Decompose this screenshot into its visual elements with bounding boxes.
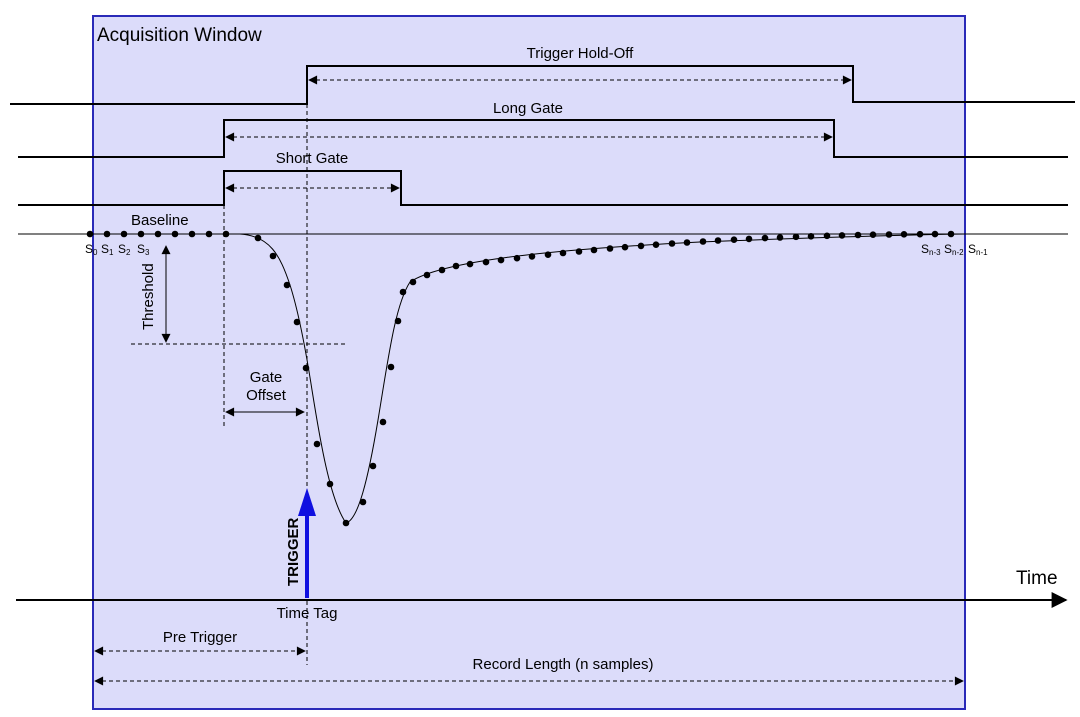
sample-dot [188, 230, 196, 238]
sample-dot [302, 364, 310, 372]
sample-dot [482, 258, 490, 266]
time-axis-label: Time [1016, 568, 1058, 589]
baseline-label: Baseline [131, 212, 189, 229]
short-gate-label: Short Gate [276, 150, 349, 167]
sample-label-s1: S1 [101, 242, 114, 257]
sample-dot [359, 498, 367, 506]
sample-dot [452, 262, 460, 270]
sample-dot [869, 231, 877, 238]
time-tag-label: Time Tag [277, 605, 338, 622]
sample-label-sn1: Sn-1 [968, 242, 988, 257]
sample-dot [559, 249, 567, 257]
sample-dot [916, 230, 924, 238]
sample-dot [423, 271, 431, 279]
sample-dot [854, 231, 862, 239]
sample-dots [86, 230, 955, 527]
sample-dot [326, 480, 334, 488]
sample-label-sn2: Sn-2 [944, 242, 964, 257]
sample-label-s0: S0 [85, 242, 98, 257]
record-length-label: Record Length (n samples) [473, 656, 654, 673]
sample-dot [807, 233, 815, 240]
sample-dot [154, 230, 162, 238]
trigger-label: TRIGGER [285, 517, 302, 586]
sample-dot [399, 288, 407, 296]
sample-dot [792, 233, 800, 241]
sample-dot [761, 234, 769, 242]
sample-dot [513, 254, 521, 262]
sample-dot [313, 440, 321, 448]
sample-dot [394, 317, 402, 325]
sample-dot [171, 230, 179, 238]
sample-dot [621, 243, 629, 251]
sample-dot [120, 230, 128, 238]
sample-dot [103, 230, 111, 238]
sample-dot [823, 232, 831, 240]
sample-dot [269, 252, 277, 260]
trigger-holdoff-signal [10, 65, 1075, 105]
sample-dot [606, 245, 614, 252]
long-gate-signal [18, 119, 1068, 158]
sample-dot [293, 318, 301, 326]
sample-dot [342, 519, 350, 527]
sample-dot [931, 230, 939, 238]
sample-dot [745, 235, 753, 243]
trigger-holdoff-label: Trigger Hold-Off [527, 45, 635, 62]
sample-dot [683, 239, 691, 246]
sample-dot [409, 278, 417, 286]
sample-dot [776, 234, 784, 241]
gate-label: Gate [250, 369, 283, 386]
sample-dot [900, 231, 908, 238]
trigger-arrow-head [298, 488, 316, 516]
sample-dot [497, 256, 505, 264]
sample-dot [637, 242, 645, 250]
sample-dot [714, 237, 722, 244]
sample-dot [885, 231, 893, 238]
sample-dot [668, 240, 676, 247]
sample-dot [379, 418, 387, 426]
sample-label-s2: S2 [118, 242, 131, 257]
sample-dot [838, 232, 846, 239]
acquisition-window-title: Acquisition Window [97, 25, 262, 46]
acquisition-window [92, 15, 966, 710]
sample-label-s3: S3 [137, 242, 150, 257]
sample-dot [544, 251, 552, 258]
sample-dot [947, 230, 955, 238]
pre-trigger-label: Pre Trigger [163, 629, 237, 646]
threshold-label: Threshold [140, 263, 157, 330]
sample-dot [652, 241, 660, 248]
sample-dot [86, 230, 94, 238]
sample-dot [205, 230, 213, 238]
sample-dot [137, 230, 145, 238]
sample-dot [254, 234, 262, 242]
long-gate-label: Long Gate [493, 100, 563, 117]
sample-dot [369, 462, 377, 470]
sample-dot [730, 236, 738, 243]
sample-dot [575, 248, 583, 255]
sample-dot [438, 266, 446, 274]
sample-dot [699, 238, 707, 245]
short-gate-signal [18, 170, 1068, 206]
sample-label-sn3: Sn-3 [921, 242, 941, 257]
sample-dot [528, 253, 536, 260]
sample-dot [387, 363, 395, 371]
offset-label: Offset [246, 387, 287, 404]
sample-dot [590, 246, 598, 254]
sample-dot [466, 260, 474, 268]
sample-dot [283, 281, 291, 289]
